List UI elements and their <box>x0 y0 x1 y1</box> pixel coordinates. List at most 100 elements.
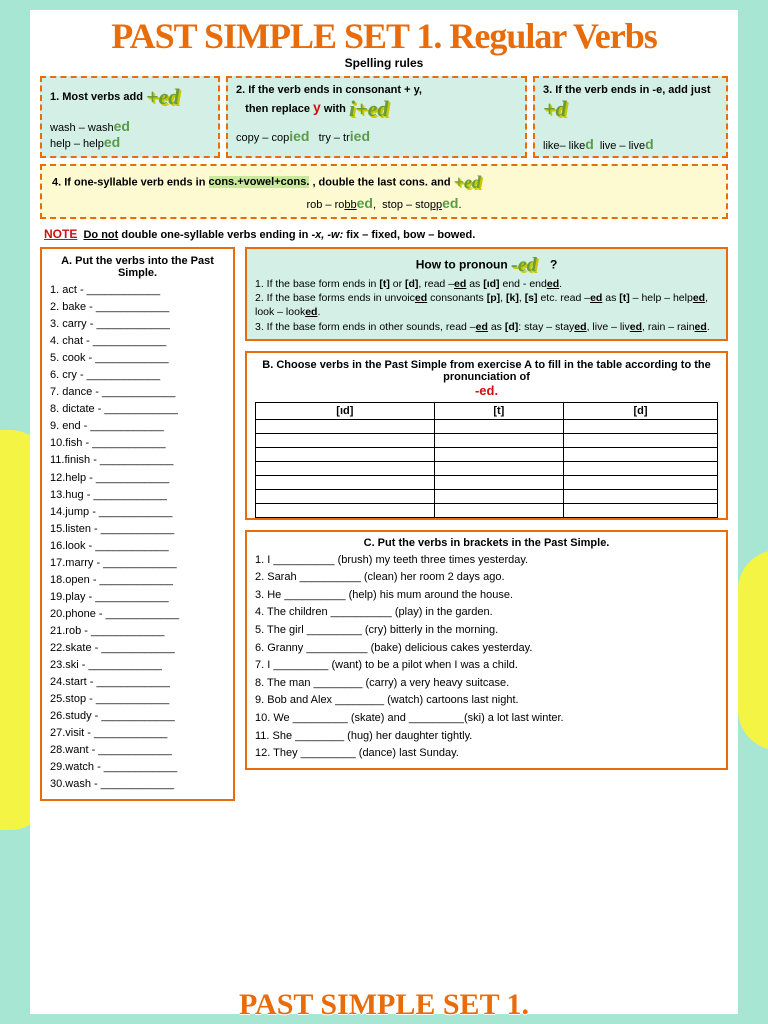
rule2-ex: copy – copied try – tried <box>236 128 517 144</box>
verb-item: 3. carry - ____________ <box>50 316 225 333</box>
ed-icon: +ed <box>146 84 179 110</box>
sentence-item: 11. She ________ (hug) her daughter tigh… <box>255 728 718 746</box>
note-line: NOTE Do not double one-syllable verbs en… <box>44 227 724 241</box>
page-title: PAST SIMPLE SET 1. Regular Verbs <box>40 18 728 54</box>
verb-item: 27.visit - ____________ <box>50 725 225 742</box>
verb-item: 7. dance - ____________ <box>50 384 225 401</box>
rule4-a: 4. If one-syllable verb ends in <box>52 176 209 188</box>
pron-line: 1. If the base form ends in [t] or [d], … <box>255 277 718 291</box>
verb-item: 8. dictate - ____________ <box>50 401 225 418</box>
ed-icon-4: +ed <box>454 172 481 193</box>
rule4-hl: cons.+vowel+cons. <box>209 176 310 188</box>
sentence-item: 8. The man ________ (carry) a very heavy… <box>255 675 718 693</box>
rule1-ex2: help – helped <box>50 134 210 150</box>
rule2-y: y <box>313 99 321 115</box>
verb-item: 26.study - ____________ <box>50 708 225 725</box>
table-cell[interactable] <box>434 475 563 489</box>
verb-item: 16.look - ____________ <box>50 538 225 555</box>
subtitle: Spelling rules <box>40 56 728 70</box>
rule4-b: , double the last cons. and <box>312 176 450 188</box>
sentence-item: 6. Granny __________ (bake) delicious ca… <box>255 640 718 658</box>
rule2-with: with <box>324 103 346 115</box>
verb-item: 17.marry - ____________ <box>50 555 225 572</box>
table-cell[interactable] <box>564 419 718 433</box>
table-cell[interactable] <box>434 447 563 461</box>
sentence-item: 2. Sarah __________ (clean) her room 2 d… <box>255 569 718 587</box>
rule3-ex: like– liked live – lived <box>543 136 718 152</box>
table-cell[interactable] <box>434 433 563 447</box>
verb-item: 18.open - ____________ <box>50 572 225 589</box>
verb-item: 13.hug - ____________ <box>50 487 225 504</box>
sentence-item: 5. The girl _________ (cry) bitterly in … <box>255 622 718 640</box>
rule4-ex: rob – robbed, stop – stopped. <box>52 195 716 211</box>
rule2-text-b: then replace <box>245 103 310 115</box>
pron-title: How to pronoun -ed ? <box>255 254 718 277</box>
verb-item: 14.jump - ____________ <box>50 504 225 521</box>
exB-title: B. Choose verbs in the Past Simple from … <box>255 359 718 398</box>
footer-title: PAST SIMPLE SET 1. <box>30 988 738 1022</box>
table-cell[interactable] <box>256 419 435 433</box>
table-cell[interactable] <box>564 489 718 503</box>
table-cell[interactable] <box>564 461 718 475</box>
verb-item: 29.watch - ____________ <box>50 759 225 776</box>
d-icon: +d <box>543 96 567 122</box>
sentence-item: 4. The children __________ (play) in the… <box>255 604 718 622</box>
sentence-item: 1. I __________ (brush) my teeth three t… <box>255 552 718 570</box>
table-header: [t] <box>434 402 563 419</box>
exercise-a: A. Put the verbs into the Past Simple. 1… <box>40 247 235 801</box>
table-cell[interactable] <box>256 489 435 503</box>
table-cell[interactable] <box>564 433 718 447</box>
verb-item: 4. chat - ____________ <box>50 333 225 350</box>
sentence-item: 7. I _________ (want) to be a pilot when… <box>255 657 718 675</box>
rule1-ex1: wash – washed <box>50 118 210 134</box>
table-cell[interactable] <box>564 503 718 517</box>
verb-item: 21.rob - ____________ <box>50 623 225 640</box>
table-cell[interactable] <box>256 433 435 447</box>
pron-line: 3. If the base form ends in other sounds… <box>255 320 718 334</box>
verb-item: 23.ski - ____________ <box>50 657 225 674</box>
verb-item: 25.stop - ____________ <box>50 691 225 708</box>
rule-2: 2. If the verb ends in consonant + y, th… <box>226 76 527 158</box>
verb-item: 28.want - ____________ <box>50 742 225 759</box>
rule-1: 1. Most verbs add +ed wash – washed help… <box>40 76 220 158</box>
table-cell[interactable] <box>434 461 563 475</box>
pron-table: [ıd][t][d] <box>255 402 718 518</box>
sentence-item: 9. Bob and Alex ________ (watch) cartoon… <box>255 692 718 710</box>
verb-item: 30.wash - ____________ <box>50 776 225 793</box>
verb-item: 6. cry - ____________ <box>50 367 225 384</box>
verb-item: 1. act - ____________ <box>50 282 225 299</box>
pron-line: 2. If the base forms ends in unvoiced co… <box>255 291 718 319</box>
note-label: NOTE <box>44 227 77 241</box>
verb-item: 10.fish - ____________ <box>50 435 225 452</box>
table-cell[interactable] <box>434 503 563 517</box>
table-cell[interactable] <box>256 461 435 475</box>
table-cell[interactable] <box>256 503 435 517</box>
table-header: [d] <box>564 402 718 419</box>
verb-item: 20.phone - ____________ <box>50 606 225 623</box>
verb-item: 2. bake - ____________ <box>50 299 225 316</box>
verb-item: 5. cook - ____________ <box>50 350 225 367</box>
exercise-b: B. Choose verbs in the Past Simple from … <box>245 351 728 520</box>
rule3-text: 3. If the verb ends in -e, add just <box>543 84 710 96</box>
table-cell[interactable] <box>256 475 435 489</box>
table-cell[interactable] <box>564 447 718 461</box>
table-cell[interactable] <box>434 489 563 503</box>
verb-item: 22.skate - ____________ <box>50 640 225 657</box>
sentence-item: 12. They _________ (dance) last Sunday. <box>255 745 718 763</box>
rules-row: 1. Most verbs add +ed wash – washed help… <box>40 76 728 158</box>
sentence-item: 10. We _________ (skate) and _________(s… <box>255 710 718 728</box>
rule-3: 3. If the verb ends in -e, add just +d l… <box>533 76 728 158</box>
rule2-text-a: 2. If the verb ends in consonant + y, <box>236 84 422 96</box>
table-cell[interactable] <box>564 475 718 489</box>
verb-item: 19.play - ____________ <box>50 589 225 606</box>
ied-icon: i+ed <box>349 96 388 122</box>
table-cell[interactable] <box>256 447 435 461</box>
rule-4: 4. If one-syllable verb ends in cons.+vo… <box>40 164 728 219</box>
rule1-head: 1. Most verbs add <box>50 91 143 103</box>
verb-item: 9. end - ____________ <box>50 418 225 435</box>
exercise-c: C. Put the verbs in brackets in the Past… <box>245 530 728 770</box>
table-cell[interactable] <box>434 419 563 433</box>
verb-item: 12.help - ____________ <box>50 470 225 487</box>
exA-title: A. Put the verbs into the Past Simple. <box>50 255 225 279</box>
table-header: [ıd] <box>256 402 435 419</box>
